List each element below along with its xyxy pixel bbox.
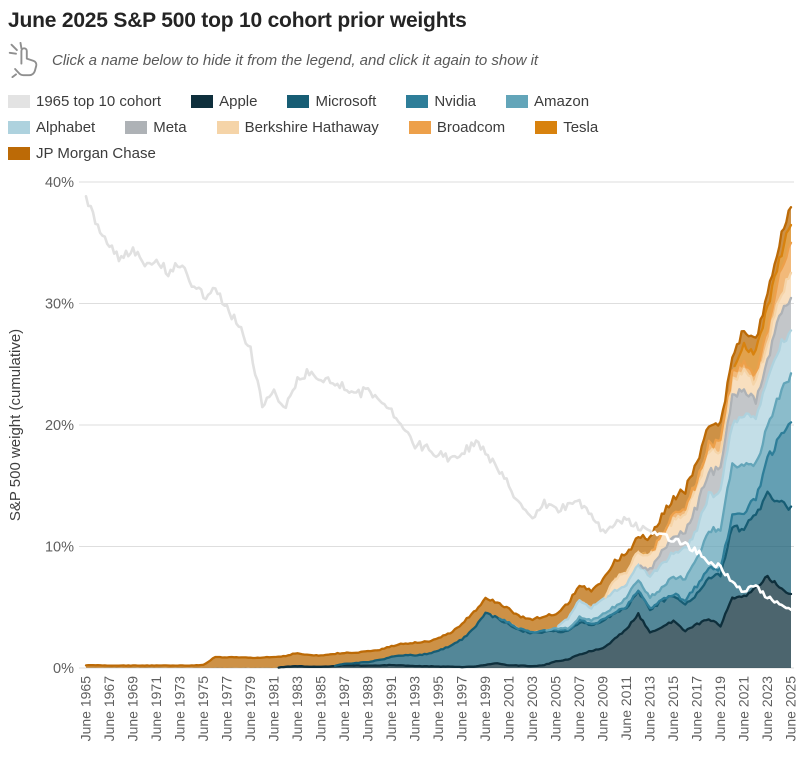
- edge-microsoft: [333, 490, 793, 668]
- legend-item-apple[interactable]: Apple: [191, 93, 257, 110]
- chart-canvas[interactable]: 0% 10% 20% 30% 40% June 1965 June 1967 June 196…: [0, 162, 802, 778]
- y-tick-label: 40%: [45, 175, 74, 191]
- edge-tesla: [733, 224, 793, 368]
- x-tick-label: June 2011: [618, 676, 634, 741]
- y-tick-label: 10%: [45, 540, 74, 556]
- x-tick-label: June 1977: [219, 676, 235, 742]
- legend-item-meta[interactable]: Meta: [125, 119, 187, 137]
- chart-area: 0% 10% 20% 30% 40% June 1965 June 1967 June 196…: [0, 162, 802, 783]
- x-tick-label: June 1989: [360, 676, 376, 742]
- x-tick-label: June 1969: [125, 676, 141, 742]
- x-tick-label: June 2019: [712, 676, 728, 742]
- y-tick-label: 0%: [53, 661, 74, 677]
- legend-item-jp-morgan-chase[interactable]: JP Morgan Chase: [8, 145, 156, 162]
- legend-swatch: [408, 121, 431, 135]
- legend-swatch: [8, 121, 30, 135]
- legend-item-label: Broadcom: [436, 119, 506, 137]
- legend-item-label: Microsoft: [315, 93, 377, 111]
- chart-header: June 2025 S&P 500 top 10 cohort prior we…: [0, 0, 802, 162]
- y-tick-label: 30%: [45, 297, 74, 313]
- x-tick-label: June 2015: [665, 676, 681, 742]
- legend-item-label: Apple: [219, 93, 258, 111]
- legend-swatch: [8, 147, 30, 161]
- area-apple: [86, 576, 791, 669]
- x-tick-label: June 1987: [336, 676, 352, 742]
- legend-swatch: [191, 95, 214, 109]
- x-tick-label: June 2009: [595, 676, 611, 742]
- legend-swatch: [287, 95, 310, 109]
- x-tick-label: June 2003: [524, 676, 540, 742]
- x-tick-label: June 2007: [571, 676, 587, 742]
- legend-item-label: Berkshire Hathaway: [244, 119, 379, 137]
- x-tick-label: June 1995: [430, 676, 446, 742]
- click-hand-icon: [8, 42, 38, 79]
- edge-meta: [639, 296, 793, 572]
- x-tick-label: June 1967: [101, 676, 117, 742]
- edge-alphabet: [557, 329, 793, 628]
- cohort-line: [84, 195, 654, 536]
- y-tick-label: 20%: [45, 418, 74, 434]
- legend-item-broadcom[interactable]: Broadcom: [408, 119, 506, 137]
- edge-jp-morgan-chase: [84, 206, 793, 668]
- x-tick-label: June 1999: [477, 676, 493, 742]
- chart-subtitle: Click a name below to hide it from the l…: [52, 51, 539, 69]
- legend-swatch: [125, 121, 148, 135]
- stacked-areas: [84, 206, 793, 669]
- x-tick-label: June 2023: [759, 676, 775, 742]
- legend-item-nvidia[interactable]: Nvidia: [406, 93, 476, 110]
- x-tick-label: June 2017: [689, 676, 705, 742]
- x-tick-label: June 1983: [289, 676, 305, 742]
- legend-swatch: [535, 121, 558, 135]
- x-tick-label: June 1965: [78, 676, 94, 742]
- y-axis-title: S&P 500 weight (cumulative): [7, 329, 24, 521]
- x-tick-label: June 1993: [407, 676, 423, 742]
- x-tick-label: June 2001: [501, 676, 517, 742]
- x-tick-label: June 2005: [548, 676, 564, 742]
- cohort-line: [651, 530, 793, 612]
- legend-item-label: Alphabet: [36, 119, 96, 137]
- legend-swatch: [216, 121, 239, 135]
- legend-item-tesla[interactable]: Tesla: [535, 119, 598, 136]
- edge-apple: [277, 574, 793, 669]
- x-tick-label: June 1991: [383, 676, 399, 742]
- x-tick-label: June 1997: [454, 676, 470, 742]
- axis-ticks: 0% 10% 20% 30% 40% June 1965 June 1967 June 196…: [45, 175, 799, 741]
- x-tick-label: June 1979: [242, 676, 258, 742]
- legend: 1965 top 10 cohort Apple Microsoft Nvidia Am…: [8, 93, 668, 162]
- legend-item-microsoft[interactable]: Microsoft: [287, 93, 376, 110]
- legend-item-label: Amazon: [534, 93, 590, 111]
- x-tick-label: June 1971: [148, 676, 164, 742]
- chart-title: June 2025 S&P 500 top 10 cohort prior we…: [8, 9, 467, 32]
- x-tick-label: June 1975: [195, 676, 211, 742]
- legend-item-label: JP Morgan Chase: [36, 145, 156, 163]
- subtitle-row: Click a name below to hide it from the l…: [8, 42, 794, 79]
- legend-swatch: [506, 95, 529, 109]
- legend-item-label: Tesla: [563, 119, 599, 137]
- x-tick-label: June 1981: [266, 676, 282, 742]
- legend-item-alphabet[interactable]: Alphabet: [8, 119, 95, 136]
- area-microsoft: [86, 491, 791, 669]
- x-tick-label: June 2013: [642, 676, 658, 742]
- legend-item-amazon[interactable]: Amazon: [506, 93, 589, 110]
- legend-item-label: Nvidia: [434, 93, 477, 111]
- x-tick-label: June 1973: [172, 676, 188, 742]
- x-tick-label: June 1985: [313, 676, 329, 742]
- legend-swatch: [8, 95, 30, 109]
- legend-swatch: [406, 95, 429, 109]
- edge-broadcom: [651, 241, 793, 552]
- edge-amazon: [545, 372, 793, 632]
- x-tick-label: June 2021: [736, 676, 752, 742]
- legend-item-label: 1965 top 10 cohort: [36, 93, 162, 111]
- cohort-line-layer: [84, 195, 793, 612]
- legend-item-berkshire-hathaway[interactable]: Berkshire Hathaway: [216, 119, 379, 137]
- x-tick-label: June 2025: [783, 676, 799, 742]
- legend-item-1965-top-10-cohort[interactable]: 1965 top 10 cohort: [8, 93, 161, 110]
- legend-item-label: Meta: [153, 119, 187, 137]
- edge-berkshire-hathaway: [604, 271, 793, 599]
